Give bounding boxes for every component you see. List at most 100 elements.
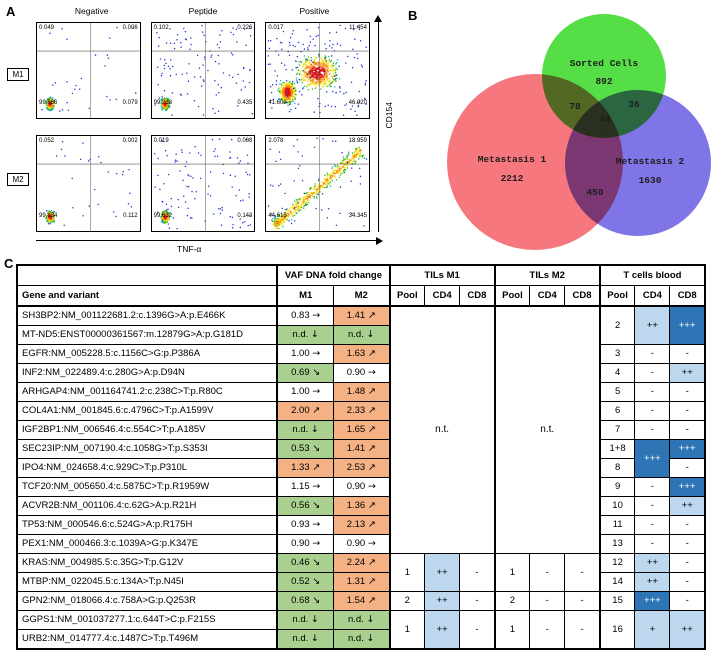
pool-cell: 10 [598, 496, 636, 516]
gene-variant-cell: IPO4:NM_024658.4:c.929C>T:p.P310L [16, 458, 278, 478]
pool-cell: 6 [598, 401, 636, 421]
gene-variant-cell: TP53:NM_000546.6:c.524G>A:p.R175H [16, 515, 278, 535]
vaf-cell-m2: n.d. ↓ [332, 610, 391, 630]
quadrant-pct-ll: 99.834 [39, 213, 58, 219]
cd4-cell: ++ [634, 305, 671, 345]
variant-table: VAF DNA fold change TILs M1 TILs M2 T ce… [16, 264, 706, 650]
flow-plot-m2-negative: 0.052 0.002 99.834 0.112 [36, 135, 141, 232]
quadrant-pct-lr: 0.079 [122, 100, 138, 106]
cd4-cell: - [634, 344, 671, 364]
group-header-vaf: VAF DNA fold change [276, 264, 391, 286]
gene-variant-cell: KRAS:NM_004985.5:c.35G>T:p.G12V [16, 553, 278, 573]
venn-diagram: Sorted Cells 892 Metastasis 1 2212 Metas… [447, 14, 711, 250]
gene-variant-cell: SH3BP2:NM_001122681.2:c.1396G>A:p.E466K [16, 305, 278, 326]
vaf-cell-m2: 2.24 ↗ [332, 553, 391, 573]
row-label-m2: M2 [7, 173, 29, 186]
cd4-cell: - [634, 363, 671, 383]
vaf-cell-m1: 1.33 ↗ [276, 458, 334, 478]
variant-row: IPO4:NM_024658.4:c.929C>T:p.P310L 1.33 ↗ 2… [16, 458, 706, 478]
cd8-cell: - [669, 515, 706, 535]
quadrant-pct-lr: 0.143 [237, 213, 253, 219]
pool-cell: 4 [598, 363, 636, 383]
vaf-cell-m1: n.d. ↓ [276, 610, 334, 630]
variant-row: MT-ND5:ENST00000361567:m.12879G>A:p.G181… [16, 325, 705, 345]
flow-plot-m1-peptide: 0.102 0.226 99.238 0.435 [150, 22, 256, 119]
vaf-cell-m1: 2.00 ↗ [276, 401, 334, 421]
quadrant-pct-lr: 0.435 [237, 100, 253, 106]
variant-row: TP53:NM_000546.6:c.524G>A:p.R175H 0.93 → 2… [16, 515, 706, 535]
cd4-cell: - [634, 496, 671, 516]
vaf-cell-m1: 0.46 ↘ [276, 553, 334, 573]
quadrant-pct-ul: 2.078 [268, 138, 284, 144]
not-tested-cell: n.t. [388, 305, 496, 554]
pool-cell: 13 [598, 534, 636, 554]
subheader-t2-cd8: CD8 [564, 285, 601, 307]
cd8-cell: ++ [669, 610, 706, 650]
condition-header-positive: Positive [299, 6, 330, 16]
not-tested-cell: n.t. [493, 305, 601, 554]
variant-row: EGFR:NM_005228.5:c.1156C>G:p.P386A 1.00 →… [16, 344, 706, 364]
cd8-cell: - [564, 610, 601, 650]
quadrant-pct-ur: 0.002 [122, 138, 138, 144]
quadrant-pct-ul: 0.052 [39, 138, 55, 144]
cd4-cell: - [634, 382, 671, 402]
group-header-blood: T cells blood [598, 264, 706, 286]
flow-density-svg [266, 136, 369, 231]
quadrant-pct-lr: 34.345 [348, 213, 367, 219]
gene-variant-cell: MT-ND5:ENST00000361567:m.12879G>A:p.G181… [16, 325, 278, 345]
variant-row: MTBP:NM_022045.5:c.134A>T:p.N45I 0.52 ↘ 1.… [16, 572, 706, 592]
vaf-cell-m1: 0.83 → [276, 305, 334, 326]
cd8-cell: - [459, 591, 496, 611]
row-label-m1: M1 [7, 68, 29, 81]
vaf-cell-m1: 0.68 ↘ [276, 591, 334, 611]
vaf-cell-m2: 2.13 ↗ [332, 515, 391, 535]
panel-c-label: C [4, 256, 14, 271]
group-header-tils-m1: TILs M1 [388, 264, 496, 286]
quadrant-pct-ll: 99.866 [39, 100, 58, 106]
subheader-bl-cd8: CD8 [669, 285, 706, 307]
cd4-cell: +++ [634, 591, 671, 611]
cd8-cell: - [669, 401, 706, 421]
cd8-cell: +++ [669, 477, 706, 497]
quadrant-pct-ll: 99.238 [153, 100, 173, 106]
venn-count-metastasis-1: 2212 [501, 173, 524, 184]
quadrant-pct-lr: 0.112 [123, 213, 138, 219]
vaf-cell-m2: 1.41 ↗ [332, 305, 391, 326]
pool-cell: 2 [493, 591, 531, 611]
variant-row: SH3BP2:NM_001122681.2:c.1396G>A:p.E466K 0… [16, 305, 706, 554]
pool-cell: 2 [388, 591, 426, 611]
variant-row: TCF20:NM_005650.4:c.5875C>T:p.R1959W 1.15… [16, 477, 706, 497]
cd8-cell: - [669, 534, 706, 554]
vaf-cell-m1: 1.00 → [276, 382, 334, 402]
variant-table-body: SH3BP2:NM_001122681.2:c.1396G>A:p.E466K 0… [16, 305, 706, 650]
vaf-cell-m2: n.d. ↓ [332, 325, 391, 345]
cd4-cell: - [529, 610, 566, 650]
vaf-cell-m1: 0.53 ↘ [276, 439, 334, 459]
cd8-cell: +++ [669, 439, 706, 459]
pool-cell: 1 [493, 610, 531, 650]
vaf-cell-m1: 0.93 → [276, 515, 334, 535]
condition-header-peptide: Peptide [188, 6, 218, 16]
vaf-cell-m2: 1.36 ↗ [332, 496, 391, 516]
cd4-cell: ++ [634, 572, 671, 592]
subheader-vaf-m1: M1 [276, 285, 334, 307]
pool-cell: 15 [598, 591, 636, 611]
flow-row-labels: M1 M2 [2, 22, 34, 232]
venn-count-metastasis-2: 1630 [639, 175, 662, 186]
subheader-t2-cd4: CD4 [529, 285, 566, 307]
gene-variant-cell: GGPS1:NM_001037277.1:c.644T>C:p.F215S [16, 610, 278, 630]
variant-row: SEC23IP:NM_007190.4:c.1058G>T:p.S353I 0.5… [16, 439, 706, 478]
panel-a-label: A [6, 4, 16, 19]
vaf-cell-m2: 2.53 ↗ [332, 458, 391, 478]
quadrant-pct-ul: 0.049 [39, 25, 55, 31]
gene-variant-cell: ARHGAP4:NM_001164741.2:c.238C>T:p.R80C [16, 382, 278, 402]
cd154-axis-arrow-icon [374, 15, 382, 22]
cd4-cell: + [634, 610, 671, 650]
variant-row: IGF2BP1:NM_006546.4:c.554C>T:p.A185V n.d.… [16, 420, 706, 440]
panel-a-flow-cytometry: A Negative Peptide Positive M1 M2 0.049 0… [2, 2, 400, 258]
flow-density-svg [37, 23, 140, 118]
cd8-cell: - [459, 553, 496, 592]
flow-density-svg [151, 136, 255, 231]
venn-count-sorted-cells: 892 [595, 76, 612, 87]
